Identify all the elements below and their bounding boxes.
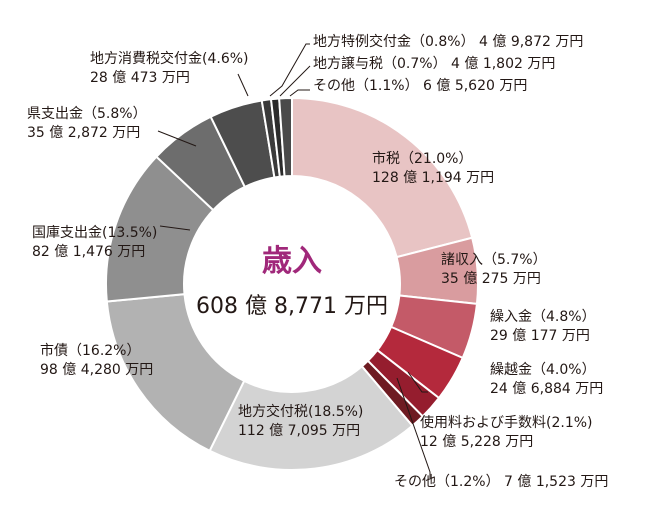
leader-line-11 <box>269 43 310 97</box>
leader-lines-group <box>157 43 431 478</box>
slice-label-1: 諸収入（5.7%） 35 億 275 万円 <box>441 252 547 287</box>
leader-line-10 <box>237 73 249 97</box>
slice-label-10: 地方消費税交付金(4.6%) 28 億 473 万円 <box>90 50 249 86</box>
slice-label-3: 繰越金（4.0%） 24 億 6,884 万円 <box>490 362 603 397</box>
slice-0 <box>291 96 474 259</box>
slice-label-0: 市税（21.0%） 128 億 1,194 万円 <box>372 150 494 186</box>
slice-label-13: その他（1.1%） 6 億 5,620 万円 <box>313 78 527 94</box>
leader-line-8 <box>159 225 191 231</box>
slice-label-6: 地方交付税(18.5%) 112 億 7,095 万円 <box>238 403 363 439</box>
slice-label-7: 市債（16.2%） 98 億 4,280 万円 <box>40 342 153 378</box>
leader-line-4 <box>407 371 428 393</box>
center-title: 歳入 <box>262 244 322 279</box>
center-total: 608 億 8,771 万円 <box>196 294 388 319</box>
slice-label-9: 県支出金（5.8%） 35 億 2,872 万円 <box>27 106 147 141</box>
slice-6 <box>208 364 414 471</box>
slices-group <box>105 96 479 471</box>
leader-line-9 <box>157 130 197 147</box>
slice-label-4: 使用料および手数料(2.1%) 12 億 5,228 万円 <box>420 414 593 450</box>
leader-line-12 <box>279 65 311 97</box>
slice-label-12: 地方譲与税（0.7%） 4 億 1,802 万円 <box>313 56 555 72</box>
slice-label-11: 地方特例交付金（0.8%） 4 億 9,872 万円 <box>313 33 583 50</box>
slice-label-2: 繰入金（4.8%） 29 億 177 万円 <box>490 309 596 344</box>
slice-13 <box>278 96 293 178</box>
slice-label-8: 国庫支出金(13.5%) 82 億 1,476 万円 <box>32 224 157 260</box>
leader-line-13 <box>289 89 310 97</box>
slice-label-5: その他（1.2%） 7 億 1,523 万円 <box>394 474 608 490</box>
leader-line-5 <box>396 377 431 478</box>
